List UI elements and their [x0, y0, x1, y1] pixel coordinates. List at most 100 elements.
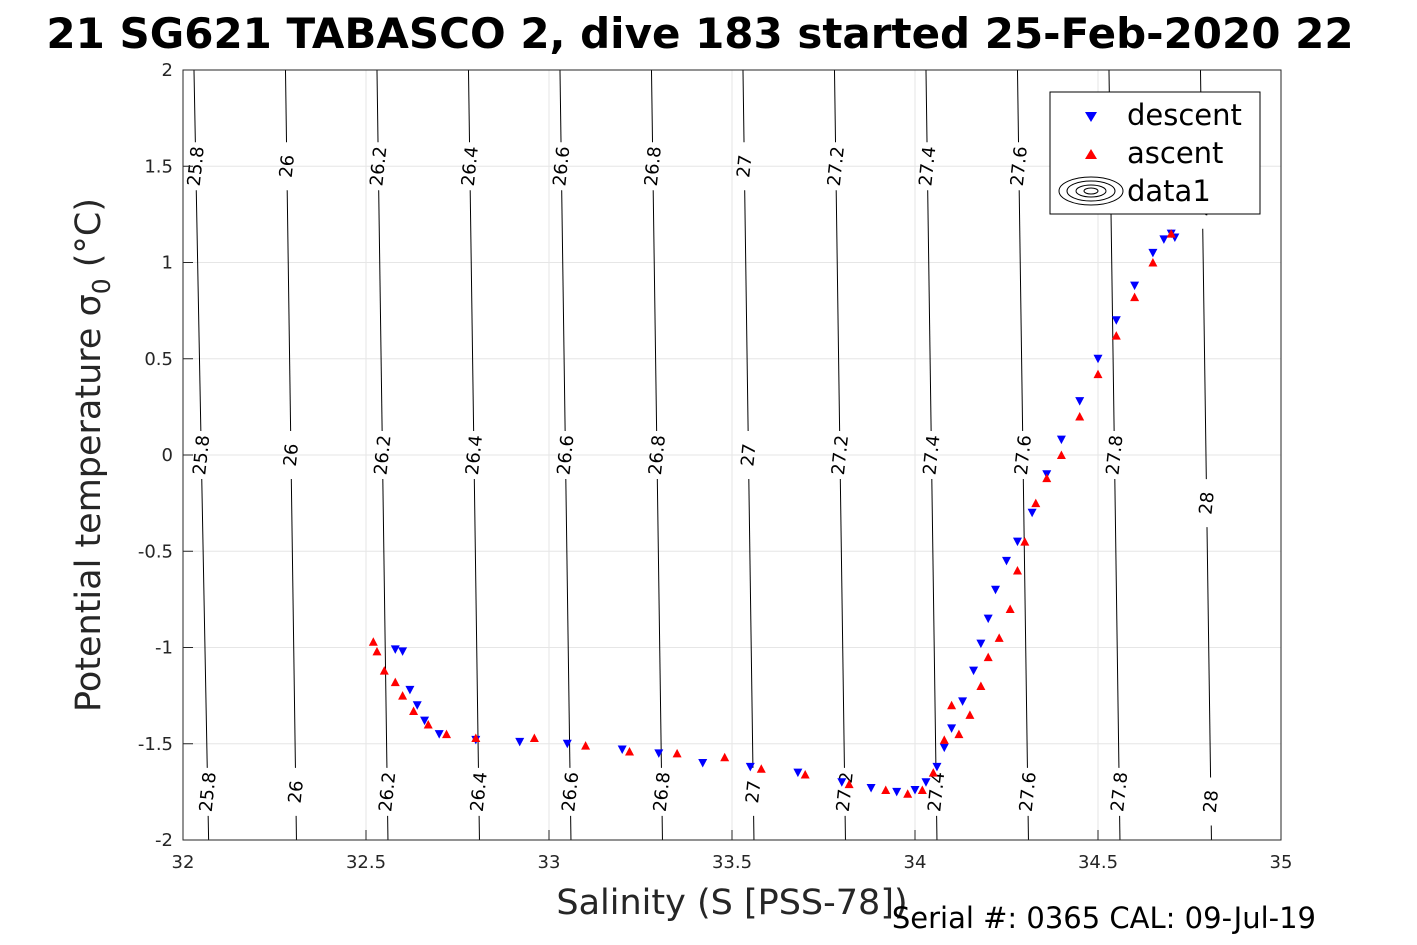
ascent-point — [983, 652, 993, 662]
ascent-point — [1012, 566, 1022, 575]
density-contour-line — [1016, 69, 1029, 841]
y-axis-label-main: Potential temperature σ — [69, 294, 109, 712]
legend-ascent-marker — [1085, 149, 1097, 159]
descent-point — [1056, 435, 1066, 445]
contour-label: 26.2 — [370, 434, 395, 476]
ascent-point — [756, 764, 766, 773]
x-tick-label: 34.5 — [1078, 852, 1118, 873]
ascent-point — [625, 746, 635, 756]
ascent-point — [844, 779, 854, 789]
contour-label: 26.8 — [650, 771, 675, 813]
descent-point — [969, 666, 979, 676]
ascent-point — [1093, 369, 1103, 379]
ascent-point — [1020, 537, 1030, 546]
contour-label: 25.8 — [189, 434, 214, 476]
density-contour-line — [650, 69, 663, 841]
ascent-point — [1130, 292, 1140, 302]
contour-label: 27.2 — [824, 145, 849, 187]
y-tick-label: 0 — [162, 445, 173, 466]
ascent-point — [1005, 604, 1015, 613]
ascent-point — [1042, 473, 1052, 483]
descent-point — [947, 724, 957, 733]
legend-data1-label: data1 — [1127, 174, 1211, 208]
ascent-point — [1075, 412, 1085, 421]
ascent-point — [928, 768, 938, 777]
ascent-point — [442, 729, 452, 739]
descent-point — [793, 768, 803, 778]
contour-label: 26.2 — [366, 145, 391, 187]
descent-point — [412, 701, 422, 710]
density-contour-line — [467, 69, 480, 841]
ascent-point — [409, 706, 419, 716]
contour-label: 26.4 — [458, 145, 483, 187]
y-axis-label: Potential temperature σ0 (°C) — [69, 198, 116, 712]
x-tick-label: 33.5 — [712, 852, 752, 873]
ascent-point — [947, 700, 957, 710]
ascent-point — [1031, 498, 1041, 508]
chart-title: 21 SG621 TABASCO 2, dive 183 started 25-… — [46, 9, 1353, 58]
legend-data1-contour-icon — [1058, 176, 1124, 206]
contour-label: 27 — [733, 154, 756, 179]
ascent-point — [917, 785, 927, 794]
y-axis-label-suffix: (°C) — [69, 198, 109, 278]
ascent-point — [954, 729, 964, 739]
x-tick-label: 32.5 — [346, 852, 386, 873]
descent-point — [617, 745, 627, 755]
descent-point — [1002, 556, 1011, 566]
x-tick-label: 34 — [904, 852, 927, 873]
contour-label: 26.6 — [558, 771, 583, 813]
descent-point — [1159, 235, 1169, 244]
contour-label: 26.8 — [641, 145, 666, 187]
descent-point — [1130, 281, 1140, 291]
descent-point — [654, 749, 664, 758]
descent-point — [398, 647, 408, 656]
x-tick-label: 35 — [1270, 852, 1293, 873]
descent-point — [991, 585, 1001, 595]
ascent-point — [903, 789, 913, 798]
descent-point — [837, 778, 847, 787]
descent-point — [420, 716, 430, 726]
descent-point — [745, 762, 755, 772]
y-tick-label: -1 — [155, 638, 173, 659]
descent-point — [390, 645, 400, 654]
ascent-point — [720, 752, 730, 762]
data-points — [368, 229, 1180, 798]
ascent-point — [881, 785, 891, 794]
ascent-point — [368, 637, 378, 646]
contour-label: 27.6 — [1016, 771, 1041, 813]
ascent-point — [372, 646, 382, 656]
ascent-point — [1111, 331, 1121, 340]
ascent-point — [672, 748, 682, 758]
descent-point — [983, 614, 993, 624]
descent-point — [921, 778, 931, 787]
contour-label: 27 — [737, 443, 760, 468]
descent-point — [1111, 316, 1121, 325]
density-contour-line — [925, 69, 938, 841]
x-tick-label: 32 — [172, 852, 195, 873]
descent-point — [866, 784, 876, 793]
contour-label: 27.8 — [1102, 434, 1127, 476]
density-contour-line — [742, 69, 755, 841]
contour-label: 27.4 — [915, 145, 940, 187]
descent-point — [1075, 397, 1085, 406]
y-axis-label-subscript: 0 — [87, 278, 116, 294]
y-tick-label: 0.5 — [144, 349, 173, 370]
contour-label: 26.2 — [375, 771, 400, 813]
contour-label: 27.2 — [828, 434, 853, 476]
descent-point — [939, 743, 949, 753]
contour-label: 26.4 — [467, 771, 492, 813]
contour-label: 27.6 — [1011, 434, 1036, 476]
descent-point — [892, 787, 902, 797]
y-tick-label: 2 — [162, 60, 173, 81]
x-tick-label: 33 — [538, 852, 561, 873]
y-tick-label: -2 — [155, 830, 173, 851]
y-tick-label: 1.5 — [144, 156, 173, 177]
ascent-point — [581, 741, 591, 750]
ascent-point — [423, 720, 433, 729]
ascent-point — [390, 677, 400, 687]
contour-label: 26.6 — [549, 145, 574, 187]
contour-label: 26 — [285, 779, 308, 804]
contour-label: 26.6 — [553, 434, 578, 476]
contour-label: 27 — [742, 779, 765, 804]
